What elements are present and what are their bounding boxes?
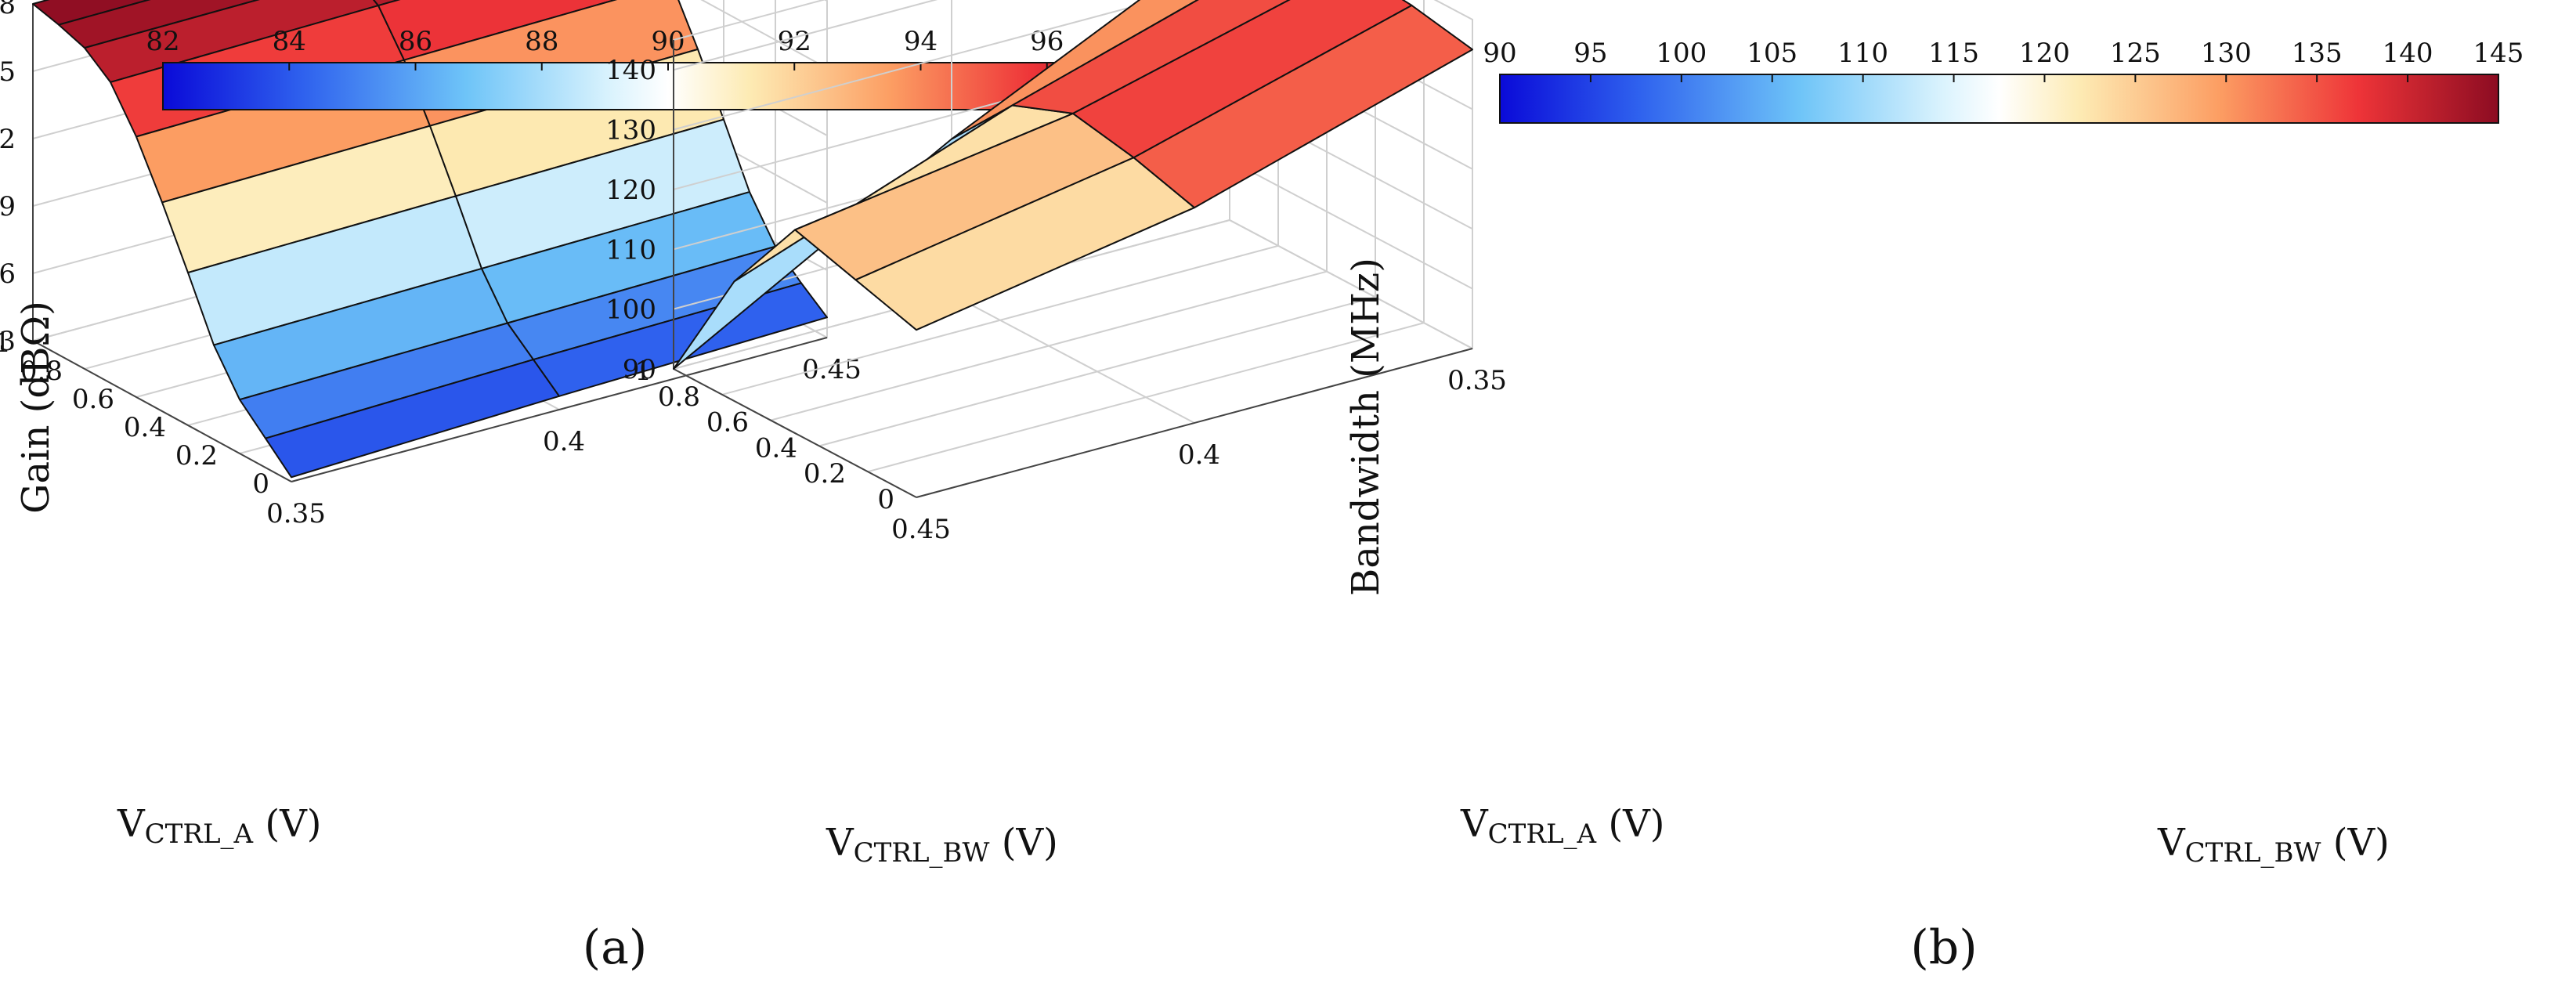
x-tick-label: 0.2 (804, 458, 846, 490)
gain-surface-panel: 828486889092949698 83868992959800.20.40.… (0, 0, 1190, 975)
z-tick-label: 98 (0, 0, 16, 20)
bandwidth-y-axis-label: VCTRL_BW (V) (2157, 821, 2390, 869)
x-axis-line (673, 368, 917, 498)
z-tick-label: 130 (605, 115, 656, 146)
colorbar-tick-label: 90 (1483, 38, 1516, 69)
bandwidth-y-label-main: V (2157, 821, 2186, 865)
bandwidth-surface-panel: 90 95 100 105 110 115 120 125 130 135 140 145 90100… (605, 0, 2524, 975)
surface-patch (1133, 4, 1473, 209)
z-tick-label: 120 (605, 175, 656, 206)
bandwidth-colorbar: 90 95 100 105 110 115 120 125 130 135 140 145 (1483, 38, 2524, 124)
colorbar-tick-label: 120 (2019, 38, 2070, 69)
x-tick-label: 0.4 (124, 412, 166, 443)
colorbar-tick-label: 95 (1573, 38, 1607, 69)
z-tick-label: 100 (605, 294, 656, 326)
gain-y-label-main: V (826, 821, 854, 865)
y-tick-label: 0.45 (802, 354, 862, 385)
y-tick-label: 0.4 (1178, 439, 1220, 471)
surface-patch (533, 282, 828, 397)
gain-y-label-sub: CTRL_BW (854, 837, 990, 869)
z-tick-label: 83 (0, 326, 16, 357)
x-tick-label: 0.4 (755, 432, 797, 464)
colorbar-tick-label: 90 (651, 26, 685, 57)
y-tick-label: 0.35 (266, 498, 326, 529)
x-tick-label: 0.2 (175, 440, 218, 472)
x-tick-label: 0 (877, 484, 894, 515)
y-tick-label: 0.45 (891, 514, 951, 545)
colorbar-tick-label: 82 (146, 26, 179, 57)
gain-x-label-sub: CTRL_A (145, 818, 254, 850)
gain-x-axis-label: VCTRL_A (V) (117, 802, 321, 850)
x-tick-label: 0.6 (706, 407, 749, 439)
caption-a: (a) (583, 920, 648, 975)
x-tick-label: 0.8 (658, 381, 700, 413)
colorbar-tick-label: 92 (778, 26, 811, 57)
gain-x-label-unit: (V) (253, 802, 321, 846)
colorbar-tick-label: 140 (2383, 38, 2433, 69)
z-tick-label: 86 (0, 258, 16, 290)
bandwidth-y-label-sub: CTRL_BW (2185, 837, 2321, 869)
z-tick-label: 110 (605, 234, 656, 266)
bandwidth-surface (673, 0, 1473, 370)
y-tick-label: 0.35 (1447, 365, 1507, 396)
z-tick-label: 92 (0, 124, 16, 155)
z-tick-label: 90 (623, 354, 656, 385)
colorbar-tick-label: 125 (2110, 38, 2161, 69)
bandwidth-x-label-unit: (V) (1596, 802, 1664, 846)
gain-z-axis-label: Gain (dBΩ) (14, 301, 58, 514)
x-axis-line (32, 340, 292, 482)
colorbar-tick-label: 100 (1656, 38, 1707, 69)
x-tick-label: 0.6 (72, 384, 114, 415)
z-tick-label: 89 (0, 191, 16, 222)
colorbar-tick-label: 110 (1837, 38, 1888, 69)
colorbar-tick-label: 84 (273, 26, 306, 57)
colorbar-tick-label: 88 (525, 26, 558, 57)
colorbar-tick-label: 105 (1747, 38, 1797, 69)
gain-y-label-unit: (V) (989, 821, 1057, 865)
y-axis-line (291, 337, 828, 482)
colorbar-tick-label: 115 (1928, 38, 1979, 69)
bandwidth-y-label-unit: (V) (2321, 821, 2389, 865)
z-tick-label: 140 (605, 55, 656, 86)
x-tick-label: 1 (634, 356, 652, 387)
bandwidth-x-label-main: V (1460, 802, 1489, 846)
bandwidth-x-axis-label: VCTRL_A (V) (1460, 802, 1664, 850)
x-tick-label: 0.8 (20, 356, 63, 387)
surface-patch (58, 0, 260, 49)
z-tick-label: 95 (0, 56, 16, 88)
bandwidth-x-label-sub: CTRL_A (1488, 818, 1597, 850)
caption-b: (b) (1910, 920, 1977, 975)
y-tick-label: 0.4 (543, 426, 585, 457)
bandwidth-z-axis-label: Bandwidth (MHz) (1344, 258, 1388, 596)
colorbar-tick-label: 96 (1030, 26, 1064, 57)
x-tick-label: 0 (252, 468, 269, 500)
gain-tick-labels: 83868992959800.20.40.60.810.350.40.45 (0, 0, 862, 529)
colorbar-tick-label: 145 (2473, 38, 2524, 69)
surface-patch (32, 0, 151, 26)
colorbar-tick-label: 135 (2292, 38, 2343, 69)
bandwidth-tick-labels: 9010011012013014000.20.40.60.810.450.40.… (605, 55, 1507, 545)
gain-x-label-main: V (117, 802, 146, 846)
y-axis-line (916, 348, 1473, 498)
colorbar-bar (1499, 74, 2499, 124)
gain-y-axis-label: VCTRL_BW (V) (826, 821, 1058, 869)
x-tick-label: 1 (0, 327, 11, 359)
colorbar-tick-label: 86 (399, 26, 432, 57)
colorbar-tick-label: 94 (904, 26, 938, 57)
colorbar-tick-label: 130 (2201, 38, 2252, 69)
